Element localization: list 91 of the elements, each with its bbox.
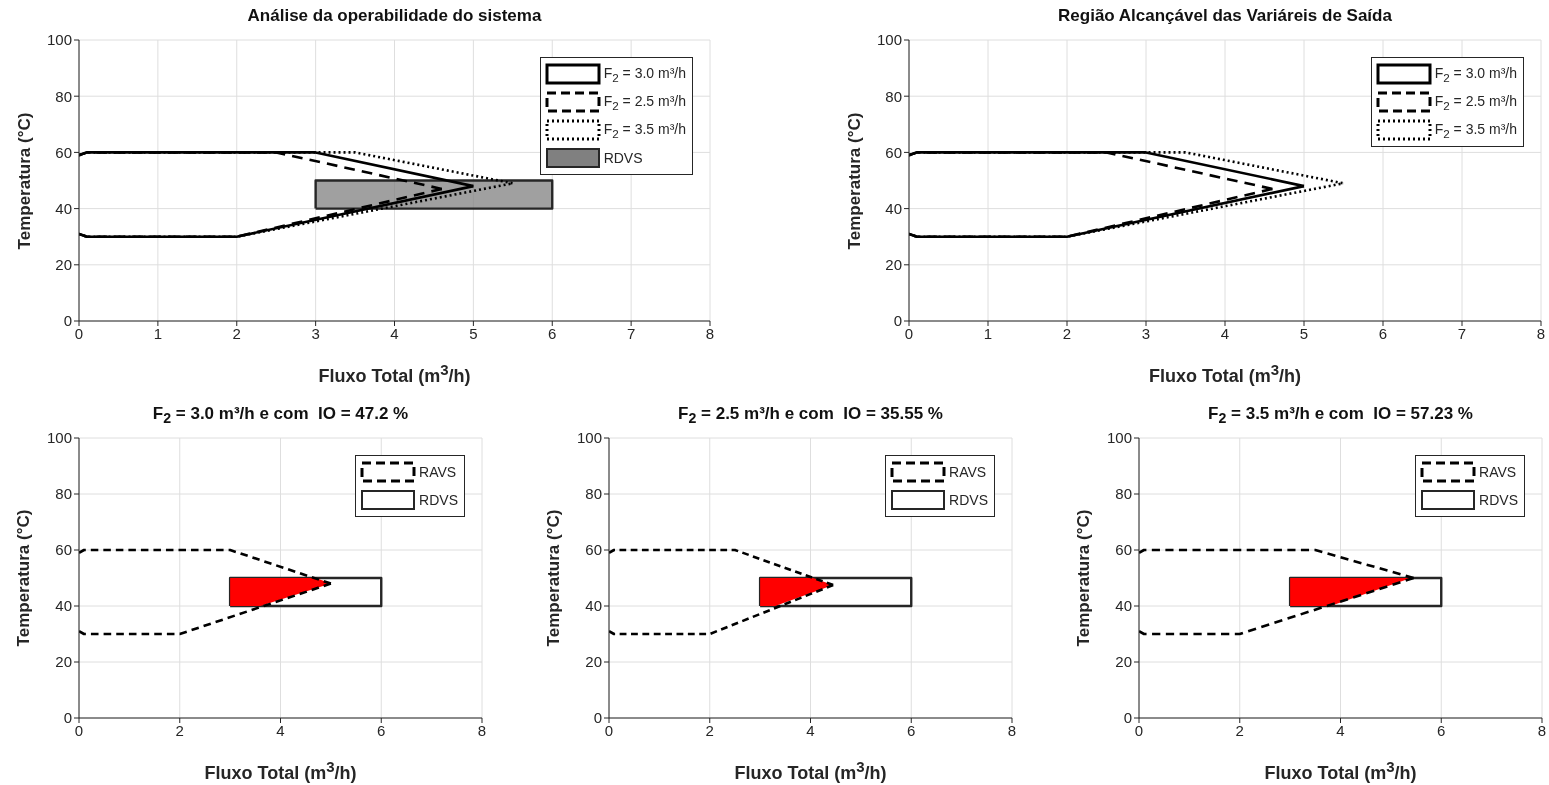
y-axis-title: Temperatura (°C) xyxy=(14,508,34,649)
x-tick-label: 3 xyxy=(311,324,320,342)
y-tick-label: 0 xyxy=(63,312,72,330)
x-tick-label: 8 xyxy=(1537,721,1547,739)
y-axis-title: Temperatura (°C) xyxy=(844,111,864,252)
x-tick-label: 4 xyxy=(1336,721,1345,739)
x-tick-label: 0 xyxy=(74,721,84,739)
x-tick-label: 0 xyxy=(1134,721,1144,739)
y-tick-label: 40 xyxy=(55,597,72,615)
chart-title: F$_{2}$ = 2.5 m³/h e com IO = 35.55 % xyxy=(677,404,944,427)
y-tick-label: 80 xyxy=(55,87,72,105)
y-tick-label: 60 xyxy=(885,143,902,161)
x-tick-label: 7 xyxy=(1457,324,1467,342)
y-tick-label: 80 xyxy=(585,485,602,503)
x-tick-label: 4 xyxy=(390,324,399,342)
x-tick-label: 2 xyxy=(1062,324,1072,342)
x-tick-label: 0 xyxy=(74,324,84,342)
x-tick-label: 6 xyxy=(1378,324,1388,342)
x-tick-label: 6 xyxy=(1437,721,1446,739)
x-axis-title: Fluxo Total (m$^{3}$/h) xyxy=(317,361,472,387)
x-tick-label: 2 xyxy=(175,721,184,739)
legend-label: RDVS xyxy=(1479,492,1518,508)
x-tick-label: 0 xyxy=(904,324,914,342)
y-tick-label: 100 xyxy=(46,429,72,447)
y-tick-label: 60 xyxy=(585,541,602,559)
x-axis-title: Fluxo Total (m$^{3}$/h) xyxy=(1263,758,1418,784)
legend-label: RDVS xyxy=(603,150,643,166)
x-tick-label: 3 xyxy=(1141,324,1151,342)
legend-label: F$_{2}$ = 2.5 m³/h xyxy=(603,92,686,112)
x-tick-label: 2 xyxy=(232,324,241,342)
legend-label: F$_{2}$ = 3.5 m³/h xyxy=(1434,120,1517,140)
x-tick-label: 6 xyxy=(907,721,916,739)
y-tick-label: 100 xyxy=(876,31,902,49)
x-tick-label: 2 xyxy=(1235,721,1244,739)
y-tick-label: 60 xyxy=(55,143,72,161)
x-axis-title: Fluxo Total (m$^{3}$/h) xyxy=(203,758,358,784)
x-tick-label: 1 xyxy=(153,324,163,342)
chart-title: F$_{2}$ = 3.0 m³/h e com IO = 47.2 % xyxy=(151,404,410,427)
x-tick-label: 4 xyxy=(806,721,815,739)
x-axis-title: Fluxo Total (m$^{3}$/h) xyxy=(1148,361,1302,387)
x-tick-label: 2 xyxy=(705,721,714,739)
y-axis-title: Temperatura (°C) xyxy=(14,111,34,252)
legend-label: F$_{2}$ = 3.0 m³/h xyxy=(603,64,686,84)
y-tick-label: 20 xyxy=(585,653,602,671)
chart-title: Análise da operabilidade do sistema xyxy=(246,6,543,26)
y-tick-label: 40 xyxy=(1115,597,1132,615)
x-tick-label: 5 xyxy=(469,324,478,342)
y-tick-label: 80 xyxy=(55,485,72,503)
legend-label: RDVS xyxy=(419,492,458,508)
y-tick-label: 20 xyxy=(885,256,902,274)
x-tick-label: 1 xyxy=(983,324,993,342)
x-tick-label: 6 xyxy=(377,721,386,739)
y-tick-label: 0 xyxy=(63,709,72,727)
x-axis-title: Fluxo Total (m$^{3}$/h) xyxy=(733,758,888,784)
x-tick-label: 4 xyxy=(1220,324,1230,342)
y-tick-label: 0 xyxy=(1123,709,1132,727)
x-tick-label: 4 xyxy=(276,721,285,739)
y-tick-label: 100 xyxy=(576,429,602,447)
x-tick-label: 8 xyxy=(1536,324,1546,342)
legend-label: RAVS xyxy=(419,464,457,480)
y-tick-label: 40 xyxy=(585,597,602,615)
legend-label: RDVS xyxy=(949,492,988,508)
legend-label: RAVS xyxy=(1479,464,1517,480)
x-tick-label: 0 xyxy=(604,721,614,739)
x-tick-label: 8 xyxy=(1007,721,1017,739)
y-tick-label: 80 xyxy=(885,87,902,105)
y-tick-label: 40 xyxy=(55,199,72,217)
x-tick-label: 8 xyxy=(705,324,715,342)
legend-label: F$_{2}$ = 3.5 m³/h xyxy=(603,120,686,140)
y-tick-label: 20 xyxy=(55,653,72,671)
y-tick-label: 0 xyxy=(593,709,602,727)
y-tick-label: 100 xyxy=(46,31,72,49)
y-tick-label: 60 xyxy=(55,541,72,559)
y-tick-label: 20 xyxy=(1115,653,1132,671)
legend-label: F$_{2}$ = 3.0 m³/h xyxy=(1434,64,1517,84)
y-tick-label: 0 xyxy=(893,312,902,330)
x-tick-label: 5 xyxy=(1299,324,1309,342)
y-tick-label: 40 xyxy=(885,199,902,217)
legend-label: RAVS xyxy=(949,464,987,480)
y-tick-label: 100 xyxy=(1106,429,1132,447)
legend-label: F$_{2}$ = 2.5 m³/h xyxy=(1434,92,1517,112)
x-tick-label: 6 xyxy=(548,324,557,342)
y-tick-label: 80 xyxy=(1115,485,1132,503)
y-axis-title: Temperatura (°C) xyxy=(544,508,564,649)
x-tick-label: 7 xyxy=(626,324,636,342)
y-axis-title: Temperatura (°C) xyxy=(1074,508,1094,649)
chart-title: Região Alcançável das Variáreis de Saída xyxy=(1057,6,1393,26)
chart-title: F$_{2}$ = 3.5 m³/h e com IO = 57.23 % xyxy=(1207,404,1474,427)
y-tick-label: 20 xyxy=(55,256,72,274)
y-tick-label: 60 xyxy=(1115,541,1132,559)
x-tick-label: 8 xyxy=(477,721,487,739)
